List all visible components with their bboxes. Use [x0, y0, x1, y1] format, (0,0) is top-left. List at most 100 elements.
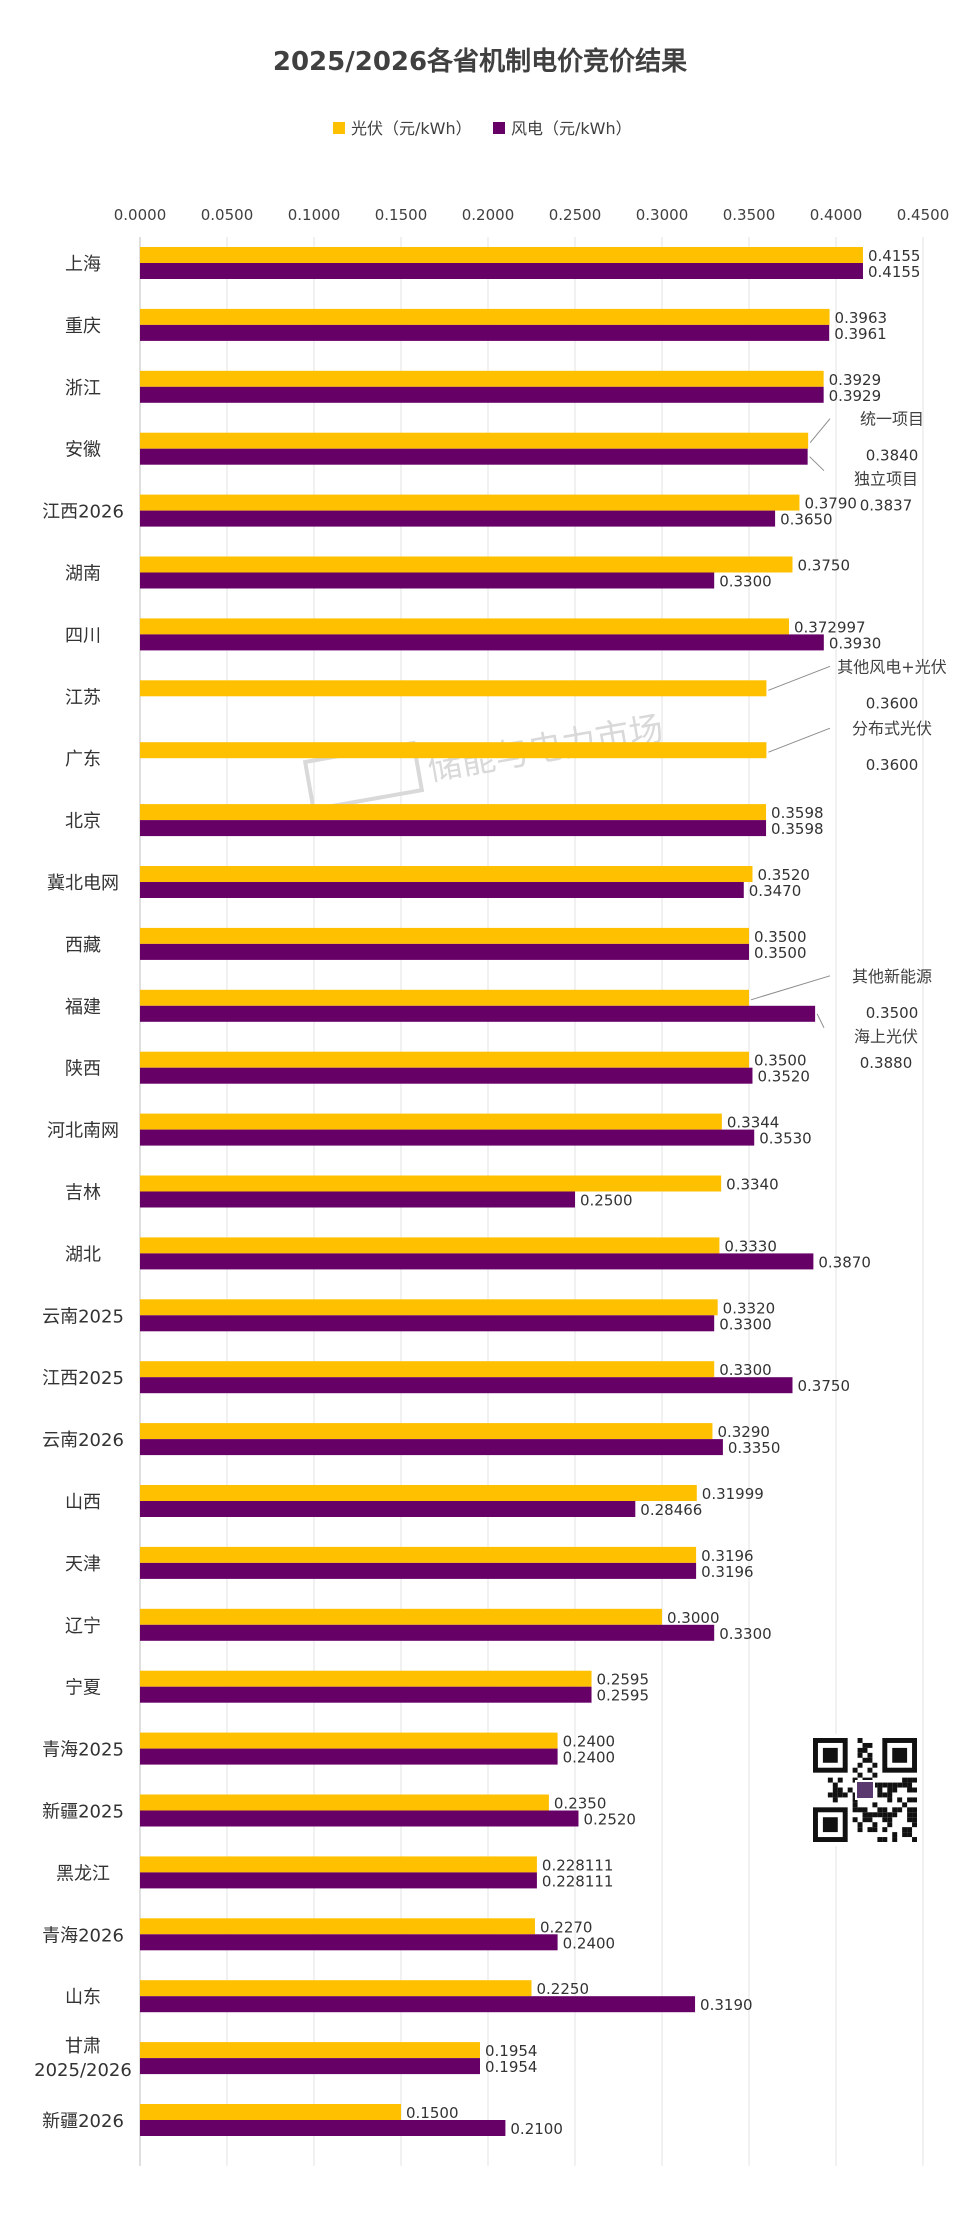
bar-wind: [140, 1005, 816, 1022]
x-tick-label: 0.4000: [810, 206, 863, 224]
bar-pv: [140, 247, 863, 263]
qr-module: [832, 1782, 838, 1788]
data-label: 0.3300: [719, 1315, 772, 1333]
bar-wind: [140, 1810, 579, 1827]
qr-module: [857, 1738, 863, 1743]
bar-wind: [140, 263, 863, 279]
data-label: 0.372997: [794, 618, 866, 636]
qr-module: [887, 1782, 893, 1788]
qr-module: [882, 1837, 888, 1842]
qr-finder-core: [822, 1817, 838, 1833]
qr-module: [897, 1797, 903, 1803]
bar-pv: [140, 1051, 749, 1068]
qr-module: [877, 1812, 883, 1818]
bar-wind: [140, 1934, 558, 1951]
annotation-value: 0.3600: [866, 756, 919, 774]
data-label: 0.3598: [771, 820, 824, 838]
annotation-value: 0.3880: [860, 1054, 913, 1072]
qr-module: [827, 1777, 833, 1783]
data-label: 0.3963: [835, 309, 888, 327]
qr-module: [872, 1812, 878, 1818]
category-label: 江西2026: [42, 502, 124, 523]
category-label: 黑龙江: [56, 1863, 110, 1884]
leader-line: [809, 456, 825, 472]
leader-line: [768, 727, 831, 753]
bar-pv: [140, 2104, 401, 2120]
qr-module: [882, 1792, 888, 1798]
qr-module: [882, 1812, 888, 1818]
bar-wind: [140, 1624, 715, 1641]
category-label: 江西2025: [42, 1368, 124, 1389]
bar-wind: [140, 386, 824, 403]
category-label: 天津: [65, 1554, 101, 1575]
qr-module: [907, 1832, 913, 1838]
annotation-text: 海上光伏: [854, 1027, 918, 1046]
qr-module: [897, 1807, 903, 1813]
qr-module: [867, 1817, 873, 1823]
qr-module: [887, 1797, 893, 1803]
category-label: 冀北电网: [47, 873, 119, 894]
bar-wind: [140, 2120, 506, 2136]
qr-module: [882, 1817, 888, 1823]
bar-pv: [140, 1113, 722, 1130]
bar-wind: [140, 1872, 537, 1889]
data-label: 0.3598: [771, 804, 824, 822]
category-label: 辽宁: [65, 1616, 101, 1637]
bar-pv: [140, 989, 749, 1006]
bar-wind: [140, 1996, 696, 2013]
bar-pv: [140, 432, 809, 449]
annotation-text: 独立项目: [854, 470, 918, 489]
x-tick-label: 0.0000: [114, 206, 167, 224]
data-label: 0.2270: [540, 1918, 593, 1936]
bar-wind: [140, 1501, 636, 1517]
qr-module: [907, 1817, 913, 1823]
qr-module: [852, 1807, 858, 1813]
qr-finder-core: [822, 1747, 838, 1763]
category-label: 湖南: [65, 564, 101, 585]
qr-code-image: [809, 1734, 921, 1846]
qr-module: [867, 1757, 873, 1763]
qr-module: [837, 1792, 843, 1798]
qr-module: [832, 1792, 838, 1798]
category-label: 江苏: [65, 687, 101, 708]
data-label: 0.3650: [780, 511, 833, 529]
bar-pv: [140, 1980, 532, 1997]
data-label: 0.3300: [719, 573, 772, 591]
qr-module: [907, 1782, 913, 1788]
category-label: 2025/2026: [34, 2060, 132, 2081]
data-label: 0.3290: [717, 1423, 770, 1441]
bar-pv: [140, 1546, 697, 1563]
bar-pv: [140, 1237, 720, 1254]
chart-title: 2025/2026各省机制电价竞价结果: [273, 46, 687, 77]
x-tick-label: 0.1000: [288, 206, 341, 224]
qr-module: [832, 1787, 838, 1793]
qr-module: [842, 1792, 848, 1798]
legend-label: 光伏（元/kWh）: [351, 119, 472, 138]
qr-module: [862, 1812, 868, 1818]
qr-module: [857, 1752, 863, 1758]
annotation-text: 统一项目: [860, 410, 924, 429]
data-label: 0.228111: [542, 1856, 614, 1874]
qr-module: [867, 1767, 873, 1773]
data-label: 0.3930: [829, 634, 882, 652]
bar-pv: [140, 1608, 662, 1625]
bar-pv: [140, 556, 793, 573]
x-tick-label: 0.2500: [549, 206, 602, 224]
bar-wind: [140, 882, 744, 898]
category-label: 云南2025: [42, 1306, 124, 1327]
bar-wind: [140, 2058, 480, 2075]
bar-wind: [140, 943, 749, 960]
bar-pv: [140, 494, 800, 511]
bar-wind: [140, 572, 715, 589]
qr-module: [897, 1782, 903, 1788]
qr-module: [862, 1742, 868, 1748]
qr-module: [852, 1767, 858, 1773]
qr-module: [877, 1807, 883, 1813]
qr-module: [902, 1777, 908, 1783]
qr-module: [907, 1812, 913, 1818]
qr-module: [862, 1817, 868, 1823]
qr-module: [867, 1812, 873, 1818]
qr-module: [907, 1827, 913, 1833]
qr-module: [877, 1837, 883, 1842]
